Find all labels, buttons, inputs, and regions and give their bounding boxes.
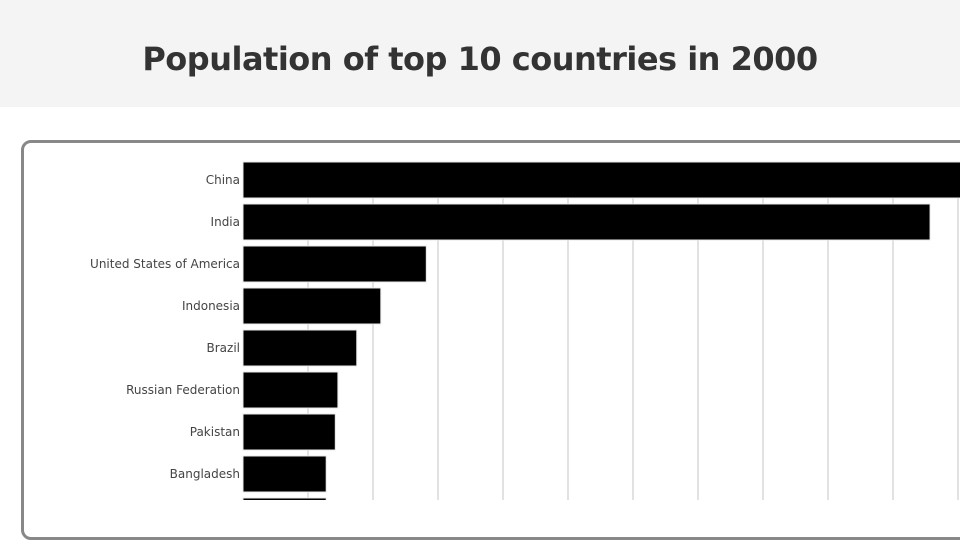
bar-unlabeled[interactable] <box>242 497 327 500</box>
page-title: Population of top 10 countries in 2000 <box>142 40 818 78</box>
bar-united-states-of-america[interactable] <box>242 245 427 283</box>
bar-china[interactable] <box>242 161 960 199</box>
category-label: Pakistan <box>190 425 240 439</box>
bar-brazil[interactable] <box>242 329 358 367</box>
bar-chart: China India United States of America Indone… <box>90 161 960 500</box>
category-label: Indonesia <box>182 299 240 313</box>
bar-russian-federation[interactable] <box>242 371 339 409</box>
category-label: China <box>206 173 240 187</box>
category-label: Bangladesh <box>170 467 240 481</box>
category-label: United States of America <box>90 257 240 271</box>
category-label: Russian Federation <box>126 383 240 397</box>
bar-pakistan[interactable] <box>242 413 336 451</box>
header: Population of top 10 countries in 2000 <box>0 0 960 107</box>
category-label: Brazil <box>207 341 241 355</box>
bar-india[interactable] <box>242 203 931 241</box>
category-label: India <box>211 215 240 229</box>
bar-bangladesh[interactable] <box>242 455 327 493</box>
bar-indonesia[interactable] <box>242 287 382 325</box>
